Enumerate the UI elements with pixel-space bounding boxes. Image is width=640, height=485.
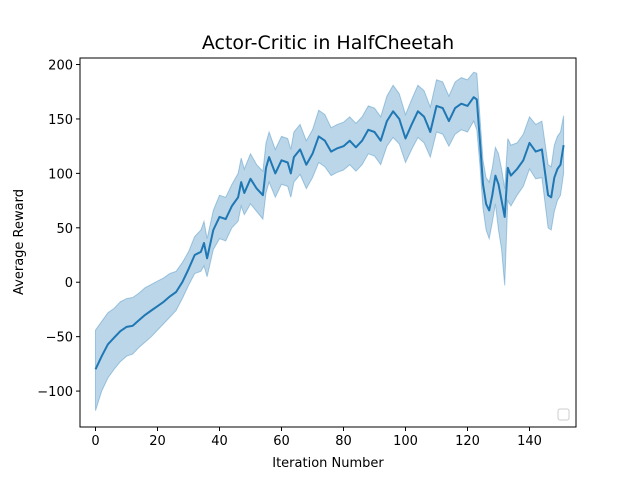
confidence-band xyxy=(95,71,565,411)
y-tick-label: 150 xyxy=(48,113,73,128)
x-tick-label: 80 xyxy=(335,434,352,449)
y-tick-label: −100 xyxy=(37,385,73,400)
chart-title: Actor-Critic in HalfCheetah xyxy=(202,32,454,54)
x-tick-label: 0 xyxy=(91,434,99,449)
mean-line-layer xyxy=(94,96,565,370)
y-tick-label: 0 xyxy=(65,276,73,291)
x-axis-label: Iteration Number xyxy=(272,456,384,471)
x-tick-label: 140 xyxy=(517,434,542,449)
x-tick-label: 60 xyxy=(273,434,290,449)
x-tick-label: 120 xyxy=(455,434,480,449)
x-tick-label: 100 xyxy=(393,434,418,449)
x-tick-label: 20 xyxy=(149,434,166,449)
legend-box xyxy=(557,408,570,421)
confidence-band-layer xyxy=(95,71,565,411)
x-tick-label: 40 xyxy=(211,434,228,449)
y-axis-label: Average Reward xyxy=(12,189,27,295)
y-tick-label: −50 xyxy=(46,331,73,346)
mean-reward-line xyxy=(94,96,565,370)
y-tick-label: 100 xyxy=(48,167,73,182)
y-axis-ticks: −100 −50 0 50 100 150 200 xyxy=(37,59,80,400)
plot-frame xyxy=(79,57,577,428)
y-tick-label: 200 xyxy=(48,59,73,74)
x-axis-ticks: 0 20 40 60 80 100 120 140 xyxy=(91,427,542,449)
y-tick-label: 50 xyxy=(56,222,73,237)
